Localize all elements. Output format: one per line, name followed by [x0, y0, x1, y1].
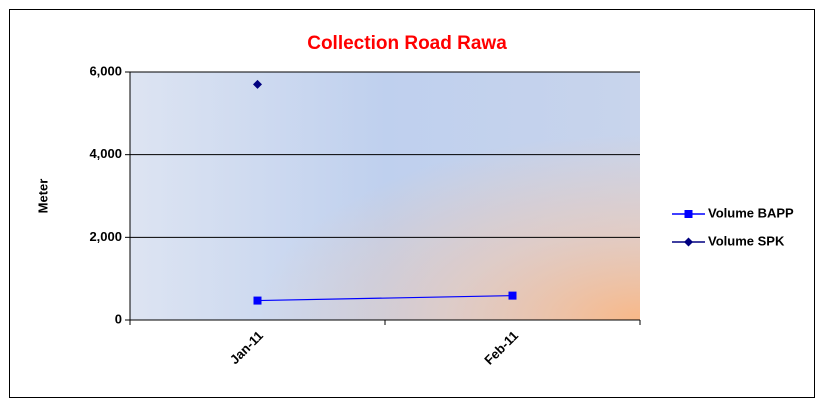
data-point — [253, 296, 262, 305]
legend-marker — [684, 210, 693, 218]
legend-label: Volume SPK — [708, 233, 785, 248]
data-point — [508, 291, 517, 300]
chart-title: Collection Road Rawa — [307, 33, 507, 54]
legend-label: Volume BAPP — [708, 205, 794, 220]
y-tick-label: 0 — [115, 311, 122, 326]
y-tick-label: 2,000 — [89, 229, 122, 244]
series-line — [257, 295, 513, 302]
y-tick-label: 4,000 — [89, 146, 122, 161]
legend-marker — [684, 237, 693, 247]
y-axis-label: Meter — [35, 179, 50, 214]
data-point — [253, 79, 262, 89]
plot-area-shade — [130, 72, 640, 320]
y-tick-label: 6,000 — [89, 63, 122, 78]
